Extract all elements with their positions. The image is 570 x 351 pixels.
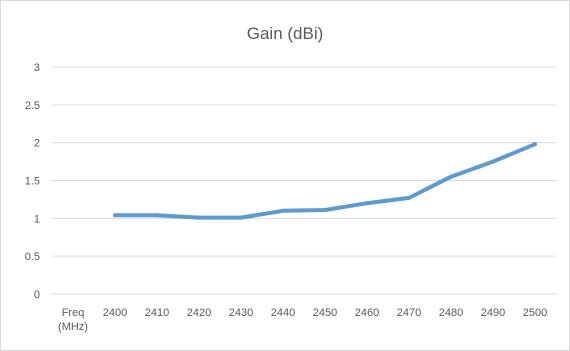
- data-point: [239, 215, 243, 220]
- x-tick-label: 2450: [313, 307, 337, 319]
- data-point: [449, 174, 453, 179]
- x-tick-label: Freq (MHz): [58, 307, 88, 333]
- y-tick-label: 2.5: [25, 100, 40, 112]
- x-tick-label: 2420: [187, 307, 211, 319]
- data-point: [323, 208, 327, 213]
- y-tick-label: 1.5: [25, 176, 40, 188]
- data-point: [281, 208, 285, 213]
- data-point: [491, 159, 495, 164]
- data-point: [113, 213, 117, 218]
- x-tick-label: 2460: [355, 307, 379, 319]
- x-tick-label: 2500: [523, 307, 547, 319]
- x-tick-label: 2490: [481, 307, 505, 319]
- x-tick-label: 2470: [397, 307, 421, 319]
- gridlines: [52, 66, 556, 295]
- data-point: [407, 195, 411, 200]
- y-tick-label: 2: [34, 138, 40, 150]
- data-point: [365, 201, 369, 206]
- y-tick-label: 0: [34, 289, 40, 301]
- series-layer: [113, 142, 537, 220]
- x-tick-label: 2480: [439, 307, 463, 319]
- y-tick-label: 1: [34, 213, 40, 225]
- data-point: [533, 142, 537, 147]
- chart-title: Gain (dBi): [246, 24, 324, 43]
- x-axis-tick-labels: Freq (MHz) 2400 2410 2420 2430 2440 2450 2460 247…: [58, 307, 547, 333]
- y-tick-label: 3: [34, 62, 40, 74]
- data-point: [197, 215, 201, 220]
- data-point: [155, 213, 159, 218]
- x-tick-label: 2410: [145, 307, 169, 319]
- x-tick-label: 2400: [103, 307, 127, 319]
- x-tick-label: 2430: [229, 307, 253, 319]
- y-axis-tick-labels: 0 0.5 1 1.5 2 2.5 3: [25, 62, 40, 301]
- x-tick-label: 2440: [271, 307, 295, 319]
- y-tick-label: 0.5: [25, 251, 40, 263]
